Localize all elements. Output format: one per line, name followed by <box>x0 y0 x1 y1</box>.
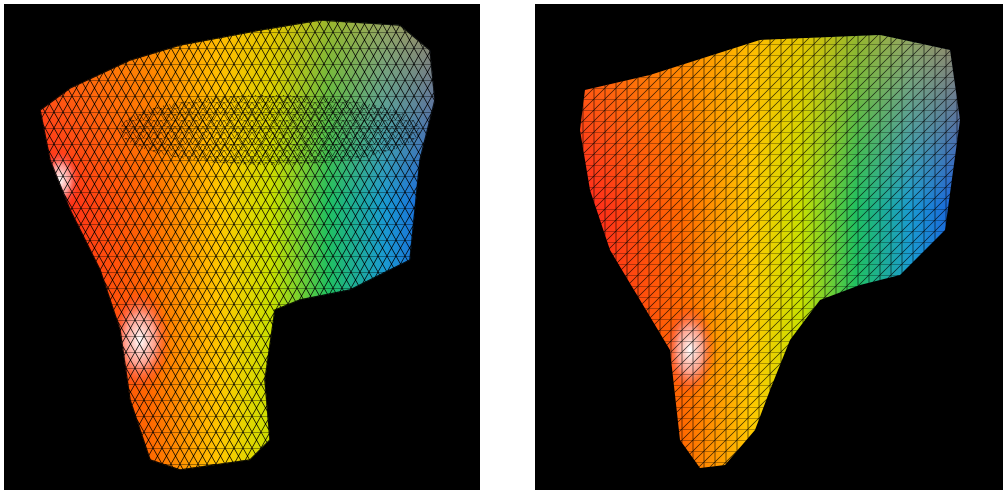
page: {} html, body { margin: 0; padding: 0; b… <box>0 0 1005 493</box>
body <box>0 0 1005 493</box>
refined-region <box>120 95 420 165</box>
scene <box>0 0 1005 493</box>
